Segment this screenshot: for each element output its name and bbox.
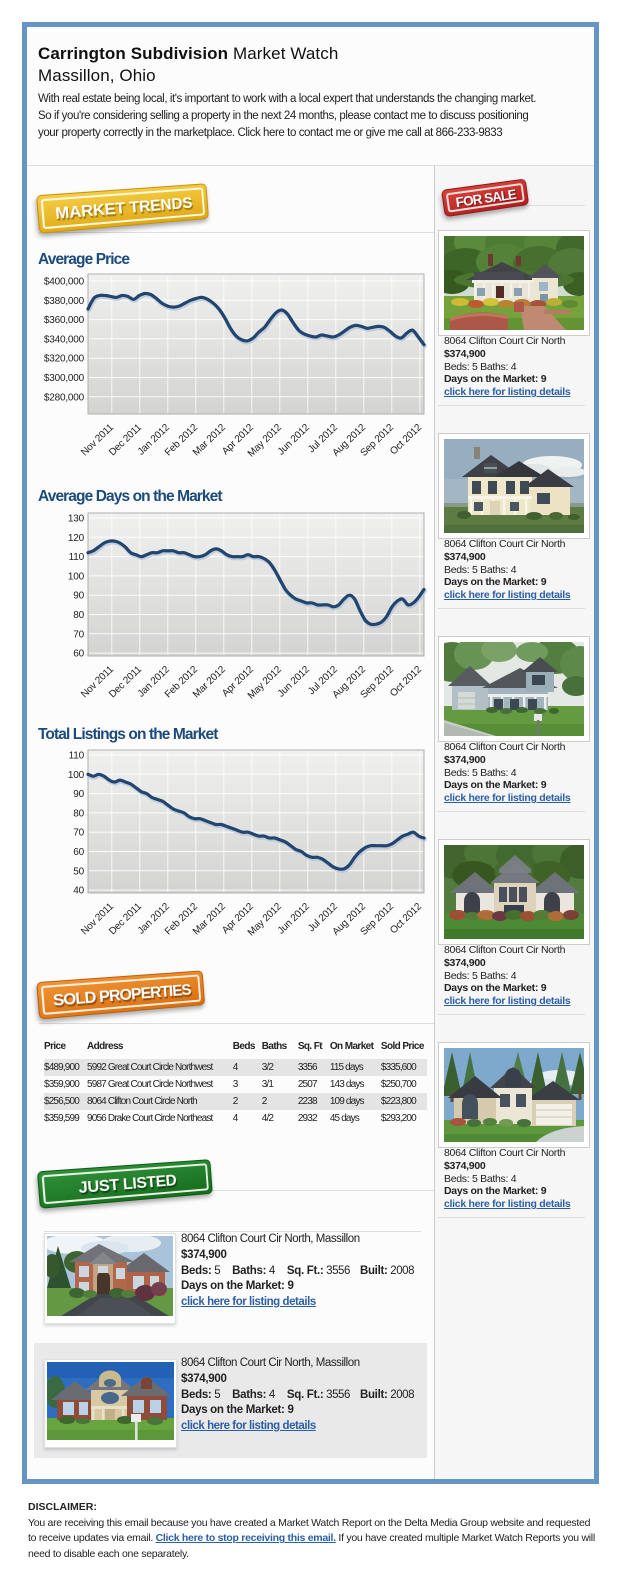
svg-text:70: 70 xyxy=(73,828,84,839)
svg-text:110: 110 xyxy=(69,552,85,563)
svg-text:Oct 2012: Oct 2012 xyxy=(388,422,424,457)
svg-text:$400,000: $400,000 xyxy=(44,277,85,288)
svg-text:60: 60 xyxy=(73,847,84,858)
svg-text:90: 90 xyxy=(73,789,84,800)
svg-text:100: 100 xyxy=(68,770,85,781)
svg-text:130: 130 xyxy=(68,514,85,525)
svg-text:80: 80 xyxy=(73,808,84,819)
svg-text:$380,000: $380,000 xyxy=(44,296,85,307)
svg-text:110: 110 xyxy=(69,751,85,762)
svg-text:90: 90 xyxy=(73,591,84,602)
svg-text:Jun 2012: Jun 2012 xyxy=(276,422,313,458)
svg-text:$280,000: $280,000 xyxy=(44,392,85,403)
svg-text:$300,000: $300,000 xyxy=(44,373,85,384)
svg-text:Jun 2012: Jun 2012 xyxy=(276,664,313,700)
svg-text:$320,000: $320,000 xyxy=(44,354,85,365)
svg-text:$360,000: $360,000 xyxy=(44,315,85,326)
svg-text:100: 100 xyxy=(68,571,85,582)
svg-text:40: 40 xyxy=(73,886,84,897)
svg-text:120: 120 xyxy=(68,533,85,544)
svg-text:Jun 2012: Jun 2012 xyxy=(276,901,313,937)
svg-text:70: 70 xyxy=(73,629,84,640)
svg-text:Oct 2012: Oct 2012 xyxy=(388,901,424,936)
svg-text:$340,000: $340,000 xyxy=(44,334,85,345)
svg-text:Oct 2012: Oct 2012 xyxy=(388,664,424,699)
svg-text:60: 60 xyxy=(73,649,84,660)
svg-text:80: 80 xyxy=(73,610,84,621)
svg-text:50: 50 xyxy=(73,866,84,877)
